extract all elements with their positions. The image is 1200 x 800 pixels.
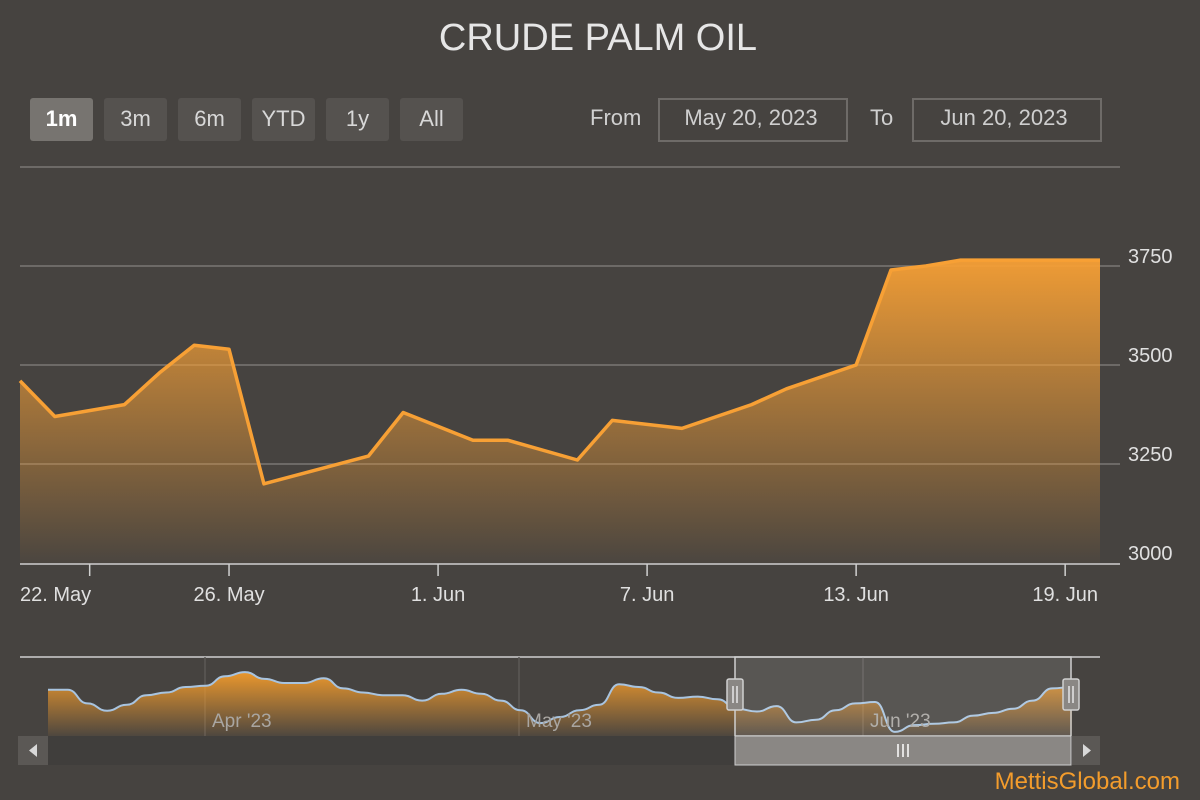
range-selector: 1m 3m 6m YTD 1y All — [30, 98, 463, 141]
range-button-label: 3m — [120, 106, 151, 131]
range-button-label: 1m — [46, 106, 78, 131]
x-axis: 22. May 26. May 1. Jun 7. Jun 13. Jun 19. Jun — [20, 563, 1120, 606]
range-button-3m[interactable]: 3m — [104, 98, 167, 141]
navigator-selection[interactable] — [734, 656, 1072, 737]
navigator-left-handle[interactable] — [726, 678, 744, 711]
from-date-input[interactable]: May 20, 2023 — [658, 98, 848, 142]
navigator-right-handle[interactable] — [1062, 678, 1080, 711]
to-date-value: Jun 20, 2023 — [940, 105, 1067, 130]
x-tick-label: 13. Jun — [823, 584, 889, 606]
series-area — [20, 260, 1100, 563]
scrollbar-thumb[interactable] — [734, 735, 1072, 766]
range-button-label: All — [419, 106, 443, 131]
navigator[interactable]: Apr '23 May '23 Jun '23 — [18, 656, 1100, 766]
x-tick-label: 22. May — [20, 584, 91, 606]
range-button-1y[interactable]: 1y — [326, 98, 389, 141]
x-tick-label: 7. Jun — [620, 584, 674, 606]
navigator-month-label: Jun '23 — [870, 711, 931, 732]
y-axis: 3000 3250 3500 3750 — [1128, 246, 1173, 565]
range-button-label: 1y — [346, 106, 369, 131]
x-tick-label: 19. Jun — [1032, 584, 1098, 606]
scroll-right-button[interactable] — [1072, 736, 1100, 765]
to-date-input[interactable]: Jun 20, 2023 — [912, 98, 1102, 142]
navigator-month-label: May '23 — [526, 711, 592, 732]
from-label: From — [590, 105, 641, 130]
y-tick-label: 3500 — [1128, 345, 1173, 367]
from-date-value: May 20, 2023 — [684, 105, 817, 130]
x-tick-label: 1. Jun — [411, 584, 465, 606]
chevron-left-icon — [29, 744, 37, 757]
y-tick-label: 3750 — [1128, 246, 1173, 268]
range-button-label: YTD — [262, 106, 306, 131]
range-button-label: 6m — [194, 106, 225, 131]
range-button-all[interactable]: All — [400, 98, 463, 141]
navigator-line — [47, 671, 1073, 733]
x-tick-label: 26. May — [193, 584, 264, 606]
chart-title: CRUDE PALM OIL — [439, 17, 757, 59]
range-button-1m[interactable]: 1m — [30, 98, 93, 141]
series-line — [18, 258, 1100, 486]
to-label: To — [870, 105, 893, 130]
y-tick-label: 3000 — [1128, 543, 1173, 565]
navigator-scrollbar[interactable] — [18, 735, 1100, 766]
y-tick-label: 3250 — [1128, 444, 1173, 466]
navigator-month-label: Apr '23 — [212, 711, 272, 732]
brand-watermark: MettisGlobal.com — [995, 768, 1180, 795]
scroll-left-button[interactable] — [18, 736, 48, 765]
plot-area — [18, 258, 1100, 563]
range-button-ytd[interactable]: YTD — [252, 98, 315, 141]
chevron-right-icon — [1083, 744, 1091, 757]
range-button-6m[interactable]: 6m — [178, 98, 241, 141]
